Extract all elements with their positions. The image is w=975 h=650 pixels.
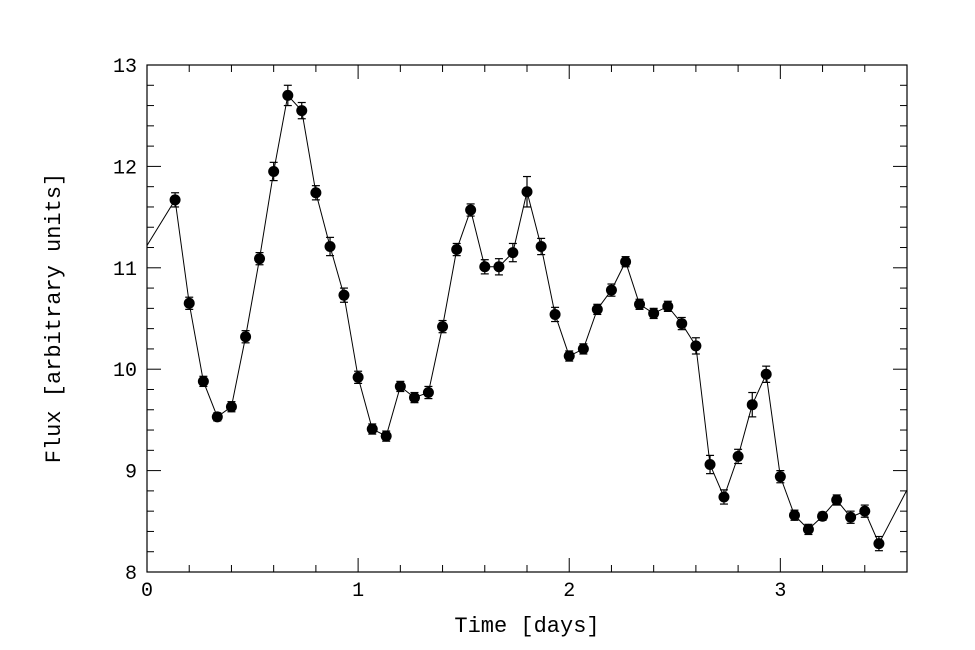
data-point <box>873 538 885 550</box>
data-series <box>146 84 908 552</box>
data-point <box>268 165 280 177</box>
data-point <box>859 505 871 517</box>
y-tick-label: 13 <box>113 56 137 79</box>
data-point <box>732 450 744 462</box>
y-tick-label: 10 <box>113 360 137 383</box>
y-tick-labels: 8 9 10 11 12 13 <box>113 56 137 586</box>
x-axis-label: Time [days] <box>454 614 599 639</box>
data-point <box>310 187 322 199</box>
data-point <box>437 321 449 333</box>
data-point <box>760 368 772 380</box>
data-point <box>746 399 758 411</box>
data-point <box>676 318 688 330</box>
x-tick-labels: 0 1 2 3 <box>141 580 786 603</box>
data-point <box>634 298 646 310</box>
data-point <box>648 307 660 319</box>
data-point <box>479 261 491 273</box>
data-point <box>183 297 195 309</box>
y-tick-label: 12 <box>113 157 137 180</box>
data-point <box>605 284 617 296</box>
data-point <box>408 392 420 404</box>
data-point <box>394 380 406 392</box>
y-tick-label: 9 <box>125 462 137 485</box>
data-point <box>577 343 589 355</box>
data-point <box>254 253 266 265</box>
x-tick-label: 0 <box>141 580 153 603</box>
data-point <box>197 375 209 387</box>
data-point <box>845 511 857 523</box>
data-point <box>521 186 533 198</box>
data-point <box>211 411 223 423</box>
y-axis-label: Flux [arbitrary units] <box>42 173 67 463</box>
data-point <box>535 241 547 253</box>
data-point <box>563 350 575 362</box>
data-point <box>451 244 463 256</box>
x-tick-label: 1 <box>352 580 364 603</box>
data-point <box>366 423 378 435</box>
data-point <box>465 204 477 216</box>
data-point <box>282 89 294 101</box>
data-point <box>169 194 181 206</box>
x-tick-label: 2 <box>563 580 575 603</box>
data-point <box>817 510 829 522</box>
data-point <box>788 509 800 521</box>
x-tick-label: 3 <box>774 580 786 603</box>
data-point <box>591 303 603 315</box>
data-point <box>338 289 350 301</box>
data-point <box>380 430 392 442</box>
data-point <box>324 241 336 253</box>
data-point <box>352 371 364 383</box>
data-point <box>225 401 237 413</box>
data-point <box>690 340 702 352</box>
series-line <box>146 94 908 545</box>
plot-frame <box>146 64 908 573</box>
data-point <box>507 247 519 259</box>
data-point <box>831 494 843 506</box>
y-tick-label: 8 <box>125 563 137 586</box>
data-point <box>549 308 561 320</box>
data-point <box>802 523 814 535</box>
data-point <box>774 471 786 483</box>
axis-ticks <box>146 64 908 573</box>
data-point <box>718 491 730 503</box>
y-tick-label: 11 <box>113 259 137 282</box>
data-point <box>240 331 252 343</box>
data-point <box>493 261 505 273</box>
data-point <box>704 459 716 471</box>
data-point <box>296 105 308 117</box>
data-point <box>620 256 632 268</box>
data-point <box>662 300 674 312</box>
data-point <box>422 387 434 399</box>
